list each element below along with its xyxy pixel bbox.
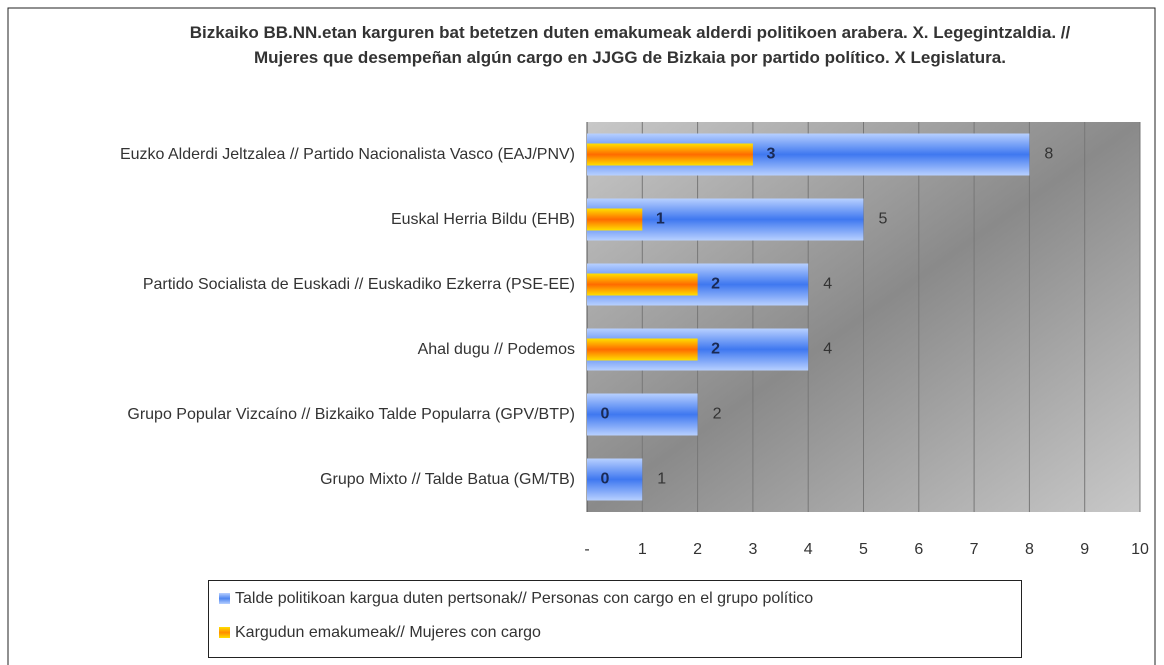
bar xyxy=(587,208,643,231)
x-tick-label: 3 xyxy=(748,541,757,558)
value-label: 8 xyxy=(1044,146,1053,163)
x-tick-label: 2 xyxy=(693,541,702,558)
legend: Talde politikoan kargua duten pertsonak/… xyxy=(208,580,1022,658)
value-label: 5 xyxy=(879,211,888,228)
value-label: 1 xyxy=(656,211,665,228)
value-label: 1 xyxy=(657,471,666,488)
y-tick-label: Euskal Herria Bildu (EHB) xyxy=(390,210,575,228)
x-tick-label: 6 xyxy=(914,541,923,558)
y-tick-label: Ahal dugu // Podemos xyxy=(417,340,575,358)
x-tick-label: 9 xyxy=(1080,541,1089,558)
bar xyxy=(587,143,753,166)
x-tick-label: 4 xyxy=(804,541,813,558)
legend-swatch xyxy=(219,593,230,604)
x-tick-label: - xyxy=(584,541,589,558)
value-label: 3 xyxy=(766,146,775,163)
value-label: 4 xyxy=(823,341,832,358)
x-tick-label: 8 xyxy=(1025,541,1034,558)
bar xyxy=(587,393,698,436)
value-label: 2 xyxy=(713,406,722,423)
bar xyxy=(587,338,698,361)
legend-label: Kargudun emakumeak// Mujeres con cargo xyxy=(235,624,541,641)
chart-title: Bizkaiko BB.NN.etan karguren bat betetze… xyxy=(189,23,1071,67)
y-tick-label: Grupo Mixto // Talde Batua (GM/TB) xyxy=(320,470,575,488)
chart-border xyxy=(7,7,1156,665)
value-label: 4 xyxy=(823,276,832,293)
value-label: 0 xyxy=(601,406,610,423)
y-tick-label: Euzko Alderdi Jeltzalea // Partido Nacio… xyxy=(119,145,575,163)
bar xyxy=(587,458,643,501)
legend-label: Talde politikoan kargua duten pertsonak/… xyxy=(235,590,814,607)
value-label: 0 xyxy=(601,471,610,488)
x-tick-label: 1 xyxy=(638,541,647,558)
x-tick-label: 7 xyxy=(970,541,979,558)
y-tick-label: Partido Socialista de Euskadi // Euskadi… xyxy=(142,275,575,293)
value-label: 2 xyxy=(711,341,720,358)
legend-swatch xyxy=(219,627,230,638)
legend-item: Kargudun emakumeak// Mujeres con cargo xyxy=(219,624,541,642)
bar xyxy=(587,273,698,296)
legend-item: Talde politikoan kargua duten pertsonak/… xyxy=(219,590,813,608)
x-tick-label: 10 xyxy=(1131,541,1149,558)
y-tick-label: Grupo Popular Vizcaíno // Bizkaiko Talde… xyxy=(127,405,575,423)
x-tick-label: 5 xyxy=(859,541,868,558)
value-label: 2 xyxy=(711,276,720,293)
